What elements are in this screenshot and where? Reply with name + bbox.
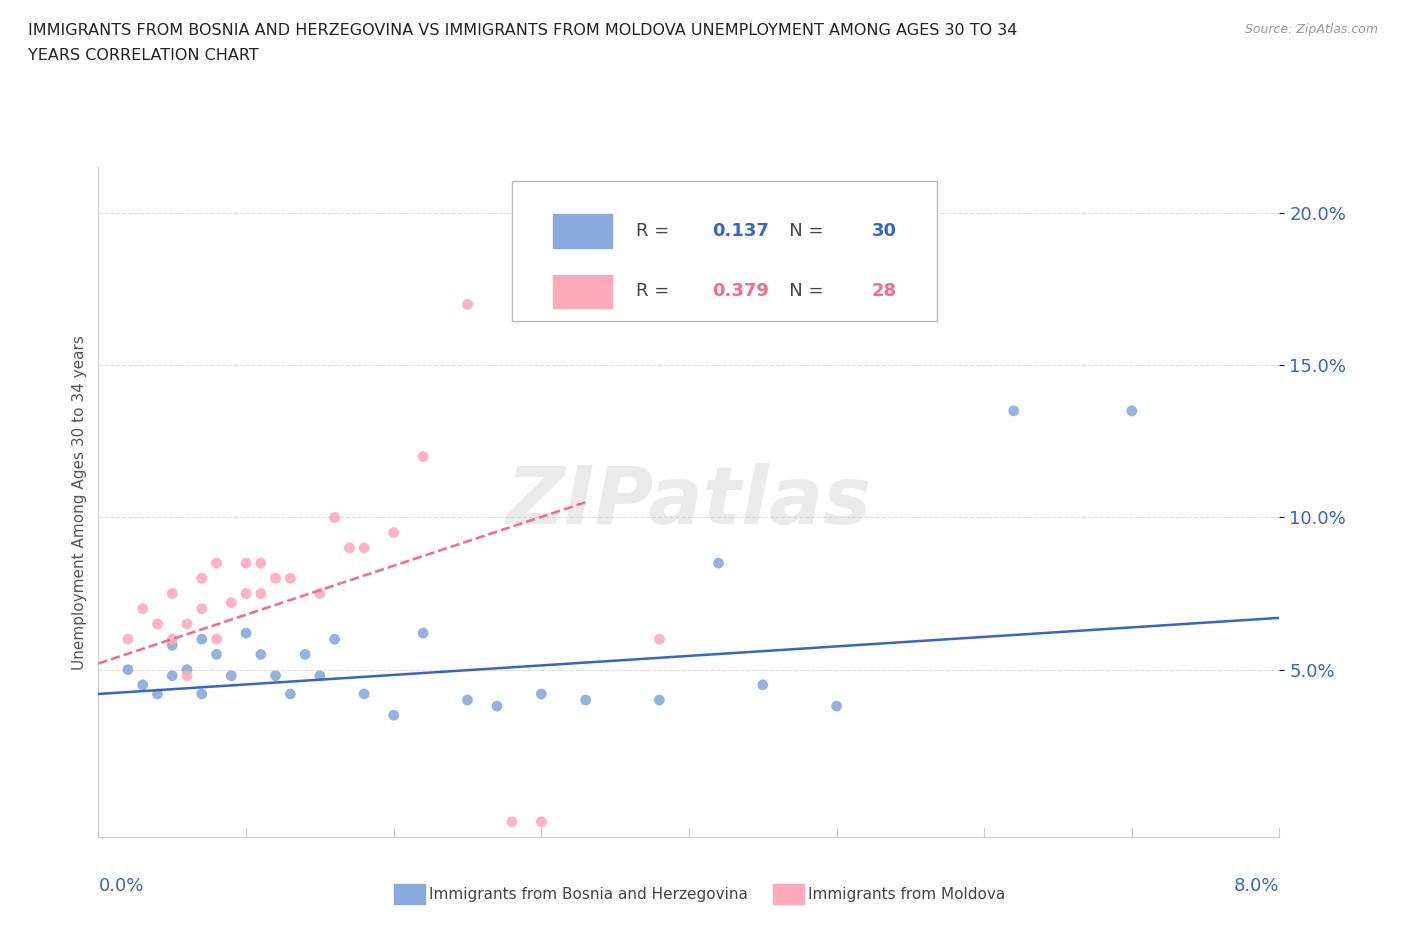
Point: [412, 626, 434, 641]
Point: [278, 686, 301, 701]
Point: [219, 669, 242, 684]
Text: N =: N =: [772, 283, 830, 300]
FancyBboxPatch shape: [512, 180, 936, 322]
Point: [278, 571, 301, 586]
Point: [648, 693, 671, 708]
Point: [648, 631, 671, 646]
Point: [219, 595, 242, 610]
Text: 28: 28: [872, 283, 897, 300]
Point: [132, 602, 155, 617]
Point: [294, 647, 316, 662]
Point: [191, 686, 214, 701]
Text: 0.0%: 0.0%: [98, 877, 143, 895]
Point: [162, 586, 183, 601]
Point: [308, 669, 332, 684]
Point: [162, 669, 183, 684]
Point: [308, 586, 332, 601]
Point: [205, 647, 228, 662]
Point: [205, 555, 228, 570]
Point: [530, 815, 553, 830]
Bar: [553, 214, 612, 247]
Point: [264, 571, 287, 586]
Point: [751, 677, 773, 692]
Point: [1002, 404, 1025, 418]
Point: [574, 693, 596, 708]
Point: [162, 638, 183, 653]
Point: [456, 297, 478, 312]
Point: [323, 631, 346, 646]
Point: [191, 602, 214, 617]
Text: ZIPatlas: ZIPatlas: [506, 463, 872, 541]
Point: [707, 555, 730, 570]
Y-axis label: Unemployment Among Ages 30 to 34 years: Unemployment Among Ages 30 to 34 years: [72, 335, 87, 670]
Point: [501, 815, 523, 830]
Point: [353, 540, 375, 555]
Point: [146, 617, 169, 631]
Point: [176, 617, 198, 631]
Text: Immigrants from Bosnia and Herzegovina: Immigrants from Bosnia and Herzegovina: [429, 887, 748, 902]
Text: 0.137: 0.137: [713, 222, 769, 240]
Point: [146, 686, 169, 701]
Point: [235, 586, 257, 601]
Point: [323, 510, 346, 525]
Point: [1121, 404, 1143, 418]
Text: Source: ZipAtlas.com: Source: ZipAtlas.com: [1244, 23, 1378, 36]
Text: R =: R =: [636, 283, 675, 300]
Point: [117, 631, 139, 646]
Text: YEARS CORRELATION CHART: YEARS CORRELATION CHART: [28, 48, 259, 63]
Point: [825, 698, 848, 713]
Point: [132, 677, 155, 692]
Point: [117, 662, 139, 677]
Point: [485, 698, 508, 713]
Point: [250, 586, 273, 601]
Point: [235, 555, 257, 570]
Point: [176, 669, 198, 684]
Text: IMMIGRANTS FROM BOSNIA AND HERZEGOVINA VS IMMIGRANTS FROM MOLDOVA UNEMPLOYMENT A: IMMIGRANTS FROM BOSNIA AND HERZEGOVINA V…: [28, 23, 1018, 38]
Point: [205, 631, 228, 646]
Text: Immigrants from Moldova: Immigrants from Moldova: [808, 887, 1005, 902]
Point: [250, 555, 273, 570]
Point: [191, 631, 214, 646]
Text: R =: R =: [636, 222, 675, 240]
Point: [162, 631, 183, 646]
Text: 0.379: 0.379: [713, 283, 769, 300]
Bar: [553, 274, 612, 308]
Point: [264, 669, 287, 684]
Point: [382, 708, 405, 723]
Text: N =: N =: [772, 222, 830, 240]
Point: [337, 540, 360, 555]
Point: [176, 662, 198, 677]
Point: [191, 571, 214, 586]
Point: [456, 693, 478, 708]
Point: [250, 647, 273, 662]
Point: [382, 525, 405, 540]
Text: 8.0%: 8.0%: [1234, 877, 1279, 895]
Point: [530, 686, 553, 701]
Point: [353, 686, 375, 701]
Point: [412, 449, 434, 464]
Text: 30: 30: [872, 222, 897, 240]
Point: [235, 626, 257, 641]
